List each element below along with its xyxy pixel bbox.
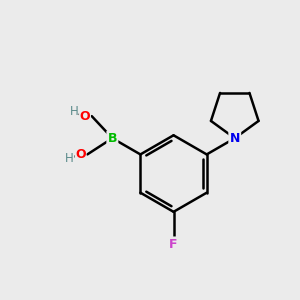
Text: F: F	[169, 238, 178, 251]
Text: B: B	[108, 132, 117, 145]
Text: H: H	[65, 152, 74, 165]
Text: N: N	[230, 132, 240, 145]
Text: H: H	[70, 105, 79, 118]
Text: O: O	[75, 148, 86, 161]
Text: O: O	[80, 110, 90, 123]
